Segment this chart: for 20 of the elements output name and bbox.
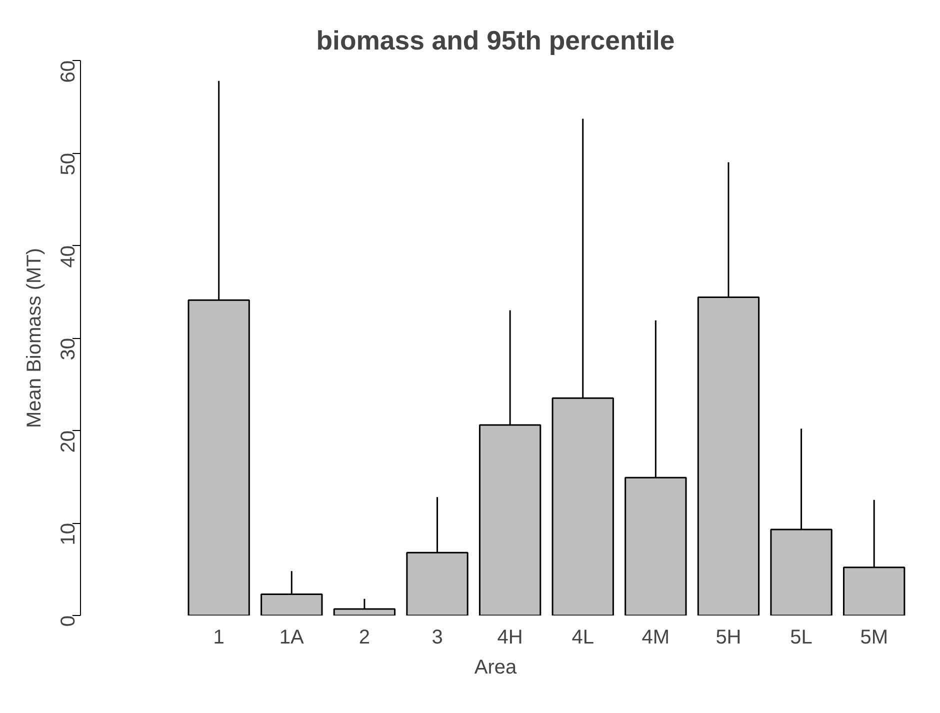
x-tick-label: 3 [432,626,443,648]
y-tick-label: 50 [58,152,80,176]
y-tick-label: 40 [58,245,80,268]
y-axis-title: Mean Biomass (MT) [24,248,46,428]
chart-title: biomass and 95th percentile [316,26,675,56]
y-tick-label: 0 [58,616,80,627]
x-tick-label: 5M [860,626,888,648]
x-tick-label: 1A [279,626,305,648]
y-tick-label: 30 [58,338,80,360]
x-axis-title: Area [474,656,518,678]
y-tick-label: 10 [58,522,80,546]
x-tick-label: 1 [213,626,224,648]
x-tick-label: 4M [642,626,670,648]
y-tick-label: 20 [58,430,80,453]
y-tick-label: 60 [58,60,80,83]
x-tick-label: 5H [716,626,742,648]
x-tick-label: 4H [497,626,523,648]
x-tick-label: 4L [572,626,594,648]
x-tick-label: 5L [790,626,812,648]
x-tick-label: 2 [358,626,370,648]
